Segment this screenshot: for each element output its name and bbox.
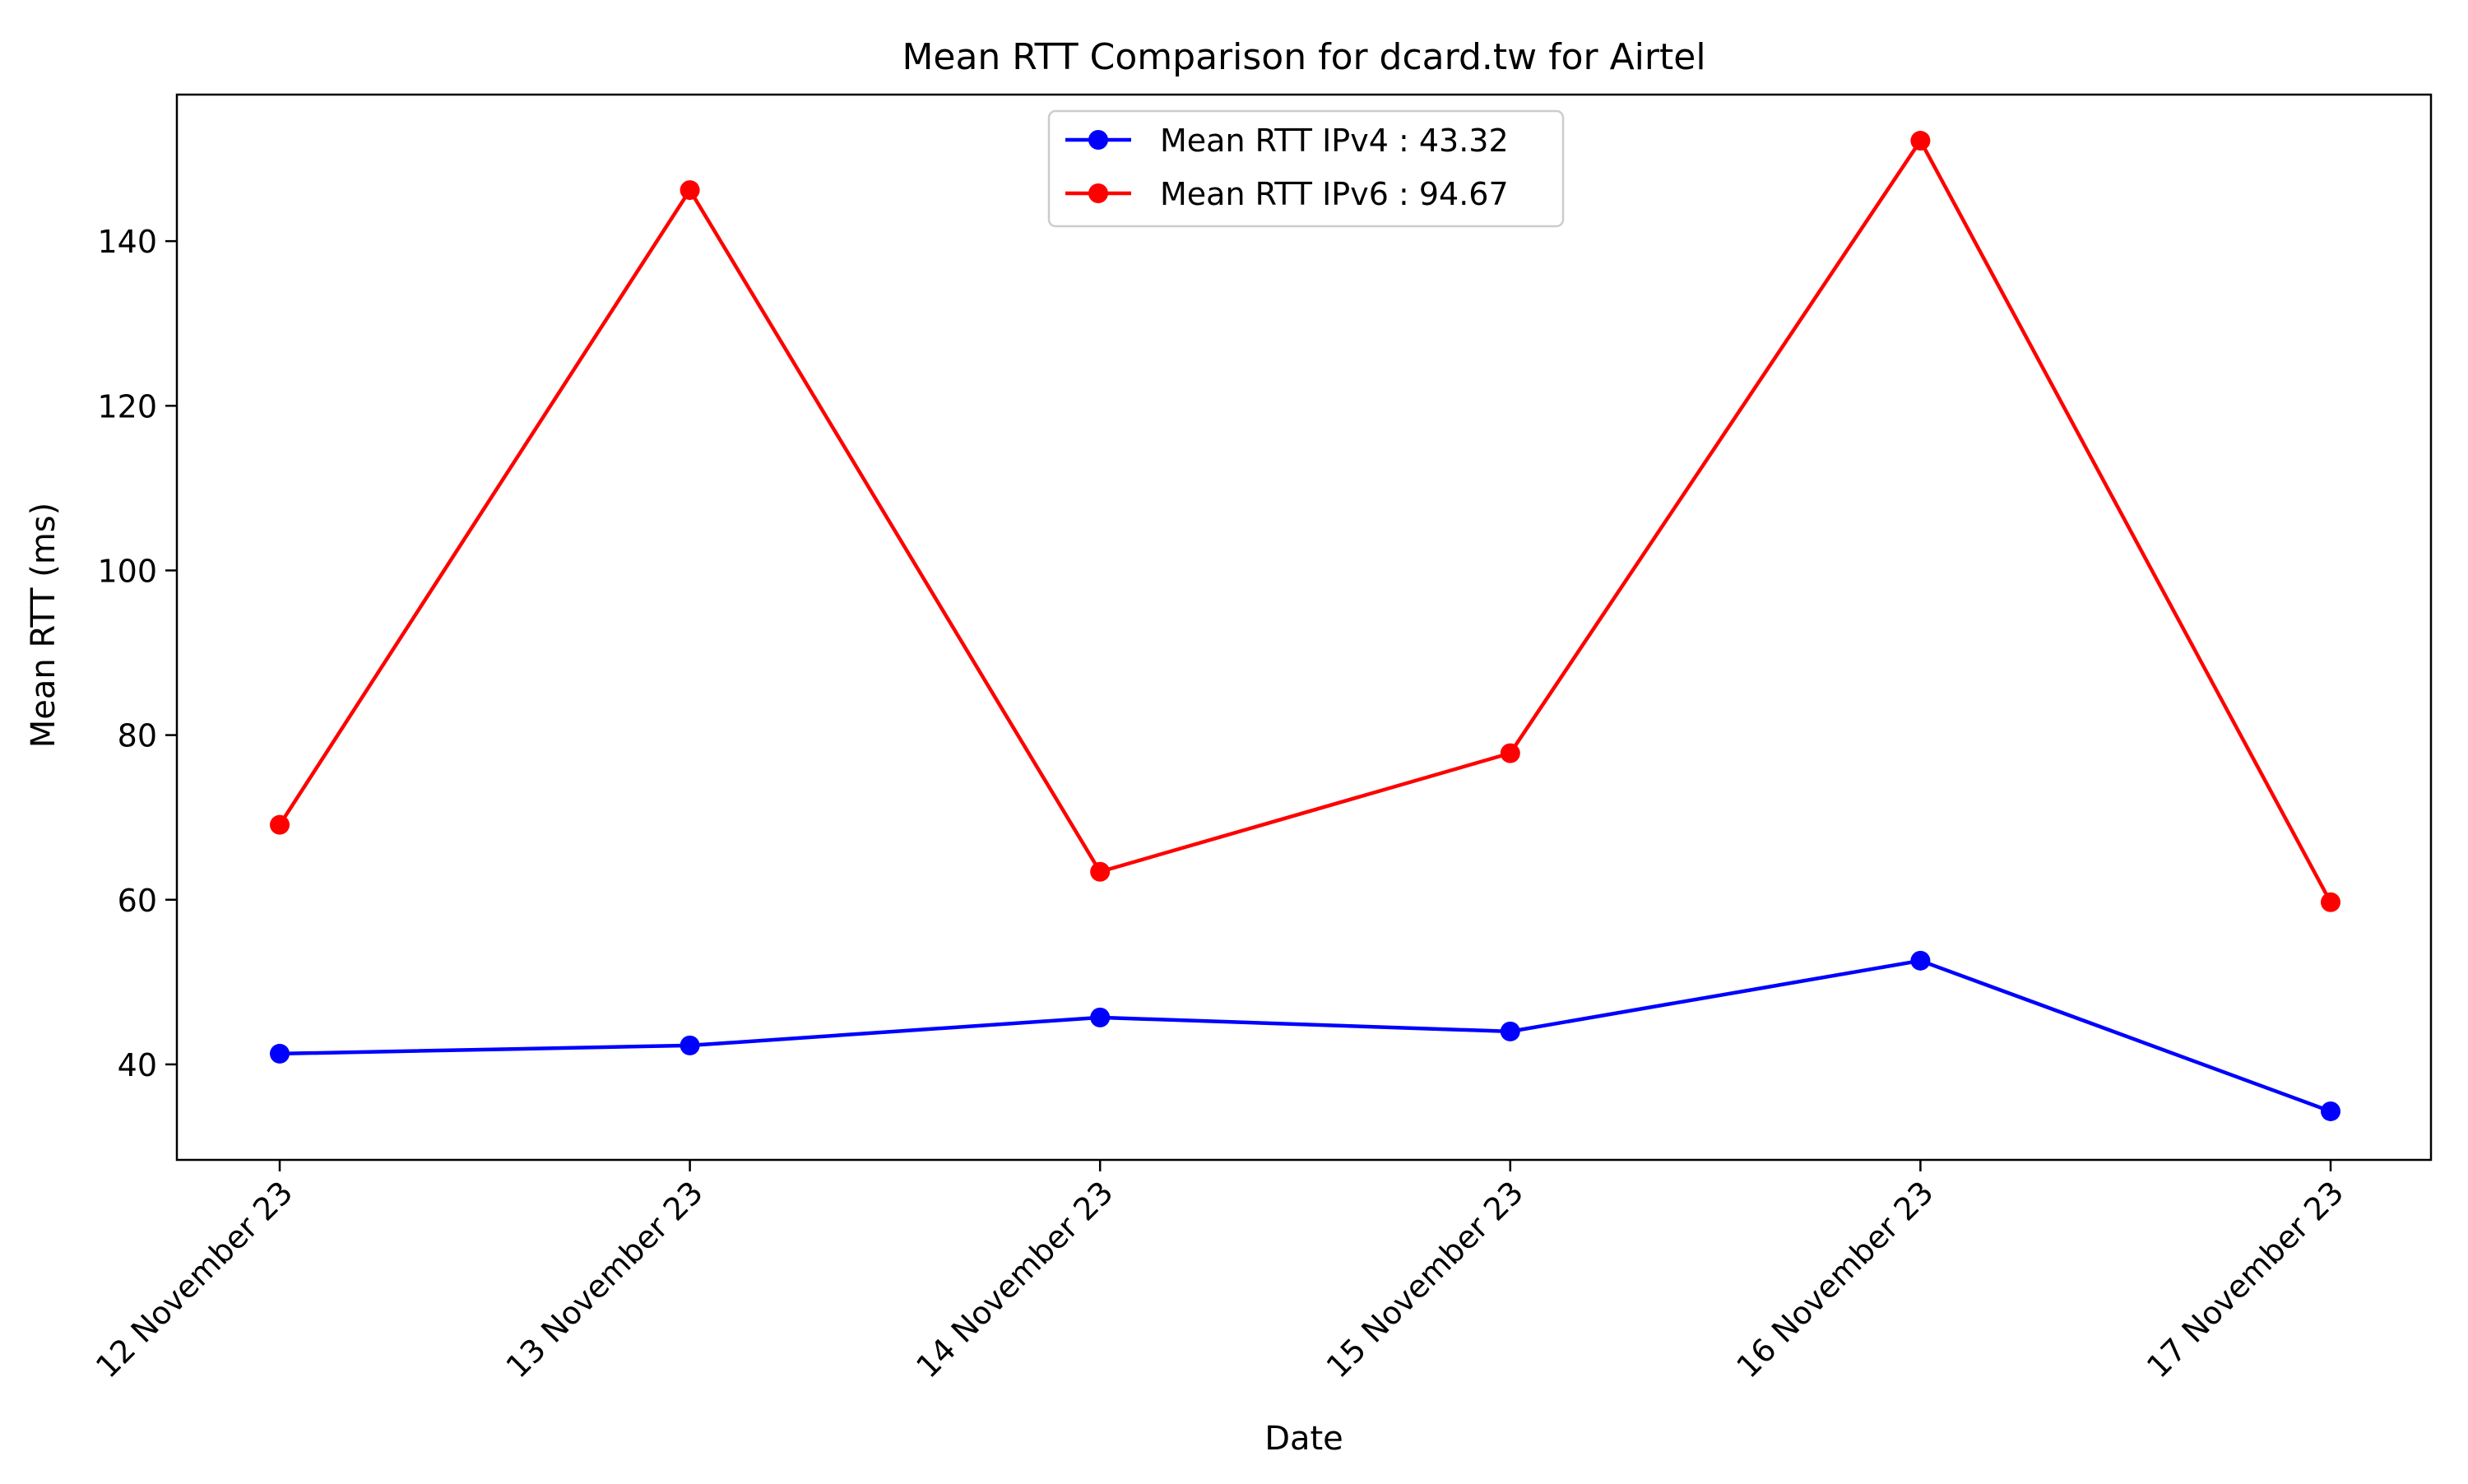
series-line: [279, 958, 2331, 1114]
data-point: [270, 814, 290, 835]
series-1: [270, 131, 2340, 912]
chart-title: Mean RTT Comparison for dcard.tw for Air…: [902, 36, 1705, 78]
data-point: [1500, 1021, 1520, 1041]
data-point: [680, 1035, 700, 1055]
y-tick-label: 40: [118, 1047, 157, 1083]
legend-label: Mean RTT IPv4 : 43.32: [1160, 123, 1509, 159]
legend-item: Mean RTT IPv6 : 94.67: [1065, 176, 1509, 212]
legend: Mean RTT IPv4 : 43.32 Mean RTT IPv6 : 94.…: [1047, 109, 1565, 228]
data-point: [1910, 131, 1931, 151]
y-tick-label: 120: [97, 388, 157, 424]
data-point: [1910, 950, 1931, 971]
x-axis-label: Date: [1264, 1420, 1343, 1458]
y-tick-label: 80: [118, 718, 157, 754]
y-tick-label: 60: [118, 883, 157, 919]
y-tick-label: 100: [97, 553, 157, 589]
series-layer: [270, 131, 2340, 1121]
legend-item: Mean RTT IPv4 : 43.32: [1065, 123, 1509, 159]
y-tick-label: 140: [97, 224, 157, 260]
data-point: [1090, 861, 1111, 882]
data-point: [270, 1043, 290, 1064]
data-point: [680, 180, 700, 201]
legend-swatch-marker: [1088, 130, 1108, 150]
legend-label: Mean RTT IPv6 : 94.67: [1160, 176, 1509, 212]
data-point: [1500, 743, 1520, 763]
series-line: [278, 138, 2332, 903]
legend-swatch-marker: [1088, 183, 1108, 203]
data-point: [2321, 892, 2340, 912]
data-point: [2321, 1101, 2340, 1121]
plot-frame: [175, 93, 2433, 1162]
legend-box: [1047, 109, 1565, 228]
y-axis-label: Mean RTT (ms): [25, 503, 63, 748]
data-point: [1090, 1007, 1111, 1027]
series-0: [270, 950, 2340, 1121]
